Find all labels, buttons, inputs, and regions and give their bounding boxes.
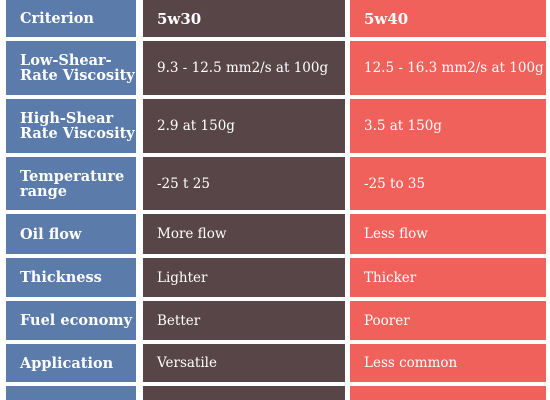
row-criterion: Application [6,344,136,382]
row-5w40-cutoff [350,386,546,400]
row-5w30-value: 9.3 - 12.5 mm2/s at 100g [143,41,345,95]
row-5w30-value: More flow [143,214,345,254]
row-5w40-value: 12.5 - 16.3 mm2/s at 100g [350,41,546,95]
header-5w40: 5w40 [350,0,546,37]
row-5w30-value: Lighter [143,258,345,297]
row-5w40-value: Less flow [350,214,546,254]
row-5w30-cutoff [143,386,345,400]
row-5w40-value: Poorer [350,301,546,340]
row-criterion: Thickness [6,258,136,297]
row-5w40-value: -25 to 35 [350,157,546,210]
row-5w30-value: Better [143,301,345,340]
header-criterion: Criterion [6,0,136,37]
row-criterion: Oil flow [6,214,136,254]
row-criterion: Low-Shear-Rate Viscosity [6,41,136,95]
row-criterion: Temperature range [6,157,136,210]
header-5w30: 5w30 [143,0,345,37]
row-5w30-value: -25 t 25 [143,157,345,210]
row-5w30-value: 2.9 at 150g [143,99,345,153]
row-criterion: High-Shear Rate Viscosity [6,99,136,153]
row-criterion-cutoff [6,386,136,400]
row-5w30-value: Versatile [143,344,345,382]
row-5w40-value: Less common [350,344,546,382]
row-5w40-value: Thicker [350,258,546,297]
row-criterion: Fuel economy [6,301,136,340]
row-5w40-value: 3.5 at 150g [350,99,546,153]
